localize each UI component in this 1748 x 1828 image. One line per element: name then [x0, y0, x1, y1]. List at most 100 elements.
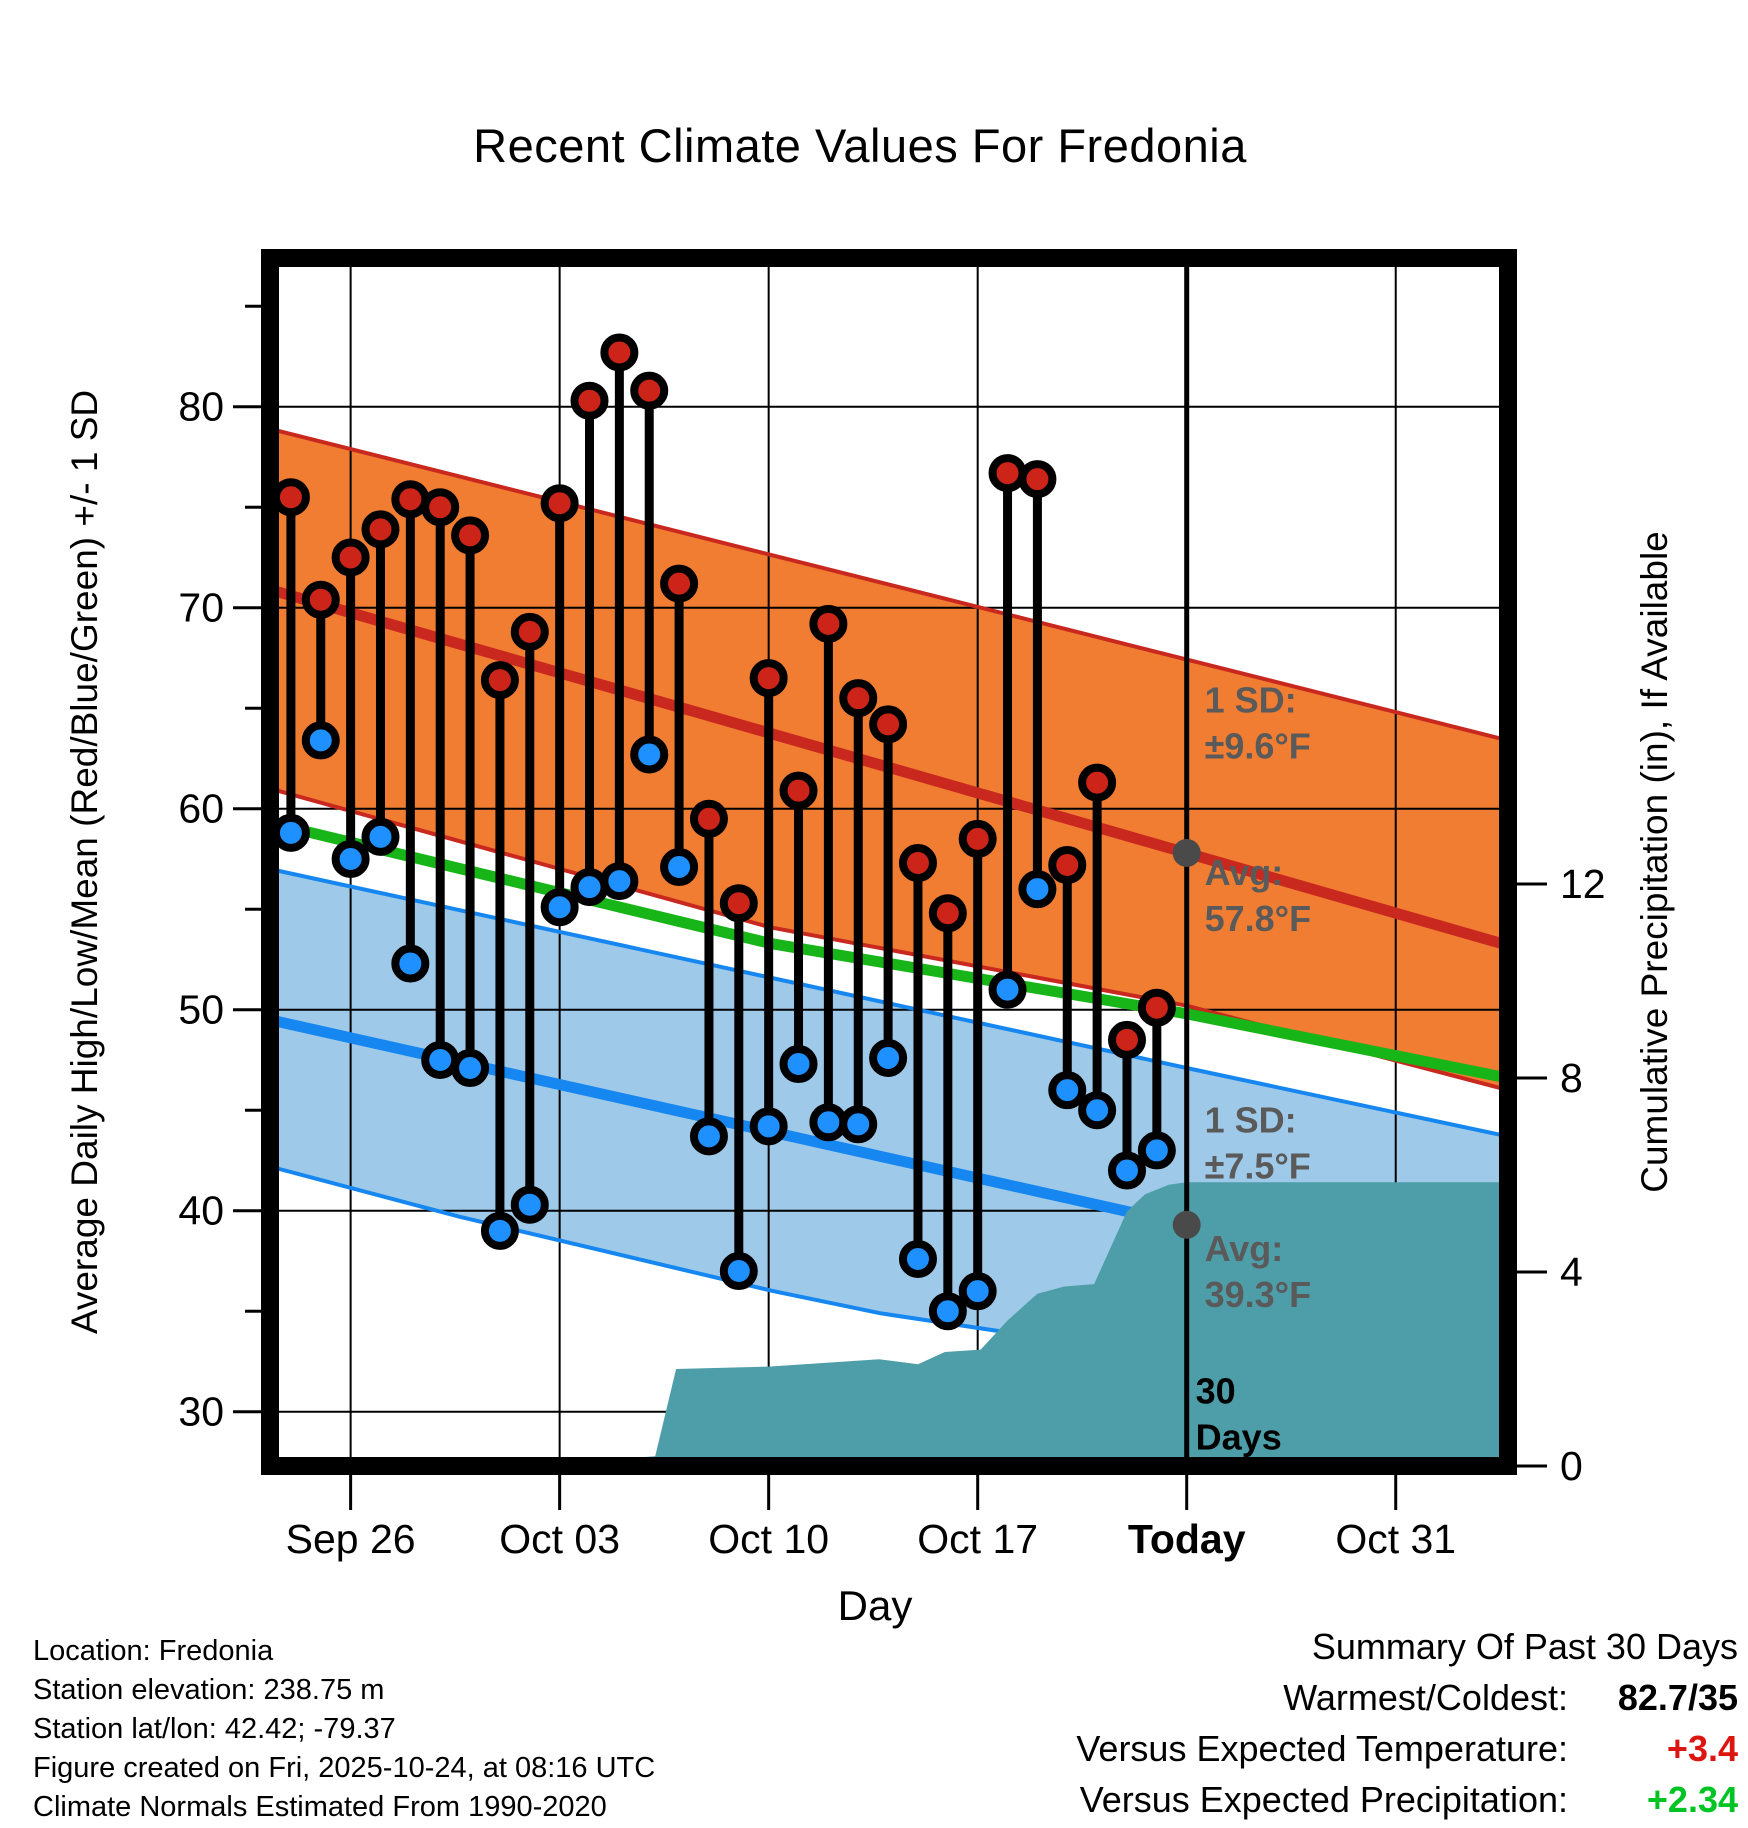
daily-high-dot	[271, 478, 310, 517]
summary-row-vs-temperature: Versus Expected Temperature: +3.4	[1076, 1723, 1738, 1774]
daily-low-dot	[958, 1272, 997, 1311]
climate-normals-note: Climate Normals Estimated From 1990-2020	[33, 1791, 607, 1823]
summary-row-warmest-coldest: Warmest/Coldest: 82.7/35	[1076, 1672, 1738, 1723]
summary-panel: Summary Of Past 30 Days Warmest/Coldest:…	[1076, 1622, 1738, 1825]
summary-label: Versus Expected Temperature:	[1076, 1728, 1568, 1769]
plot-annotation: 1 SD:	[1205, 1099, 1297, 1140]
daily-high-dot	[480, 661, 519, 700]
daily-low-dot	[928, 1292, 967, 1331]
x-tick-label: Today	[1128, 1516, 1246, 1562]
y-right-tick-label: 8	[1560, 1055, 1583, 1101]
y-left-tick-label: 70	[178, 585, 224, 631]
daily-high-dot	[660, 564, 699, 603]
average-marker-dot	[1172, 1210, 1201, 1239]
daily-high-dot	[540, 484, 579, 523]
daily-high-dot	[451, 516, 490, 555]
plot-frame	[261, 249, 1517, 1475]
x-tick-label: Oct 17	[917, 1516, 1038, 1562]
daily-high-dot	[1078, 763, 1117, 802]
plot-annotation: 1 SD:	[1205, 679, 1297, 720]
daily-high-dot	[779, 771, 818, 810]
figure-created: Figure created on Fri, 2025-10-24, at 08…	[33, 1752, 656, 1784]
x-tick-label: Sep 26	[286, 1516, 416, 1562]
daily-low-dot	[809, 1103, 848, 1142]
daily-high-dot	[570, 381, 609, 420]
daily-high-dot	[988, 454, 1027, 493]
summary-value: 82.7/35	[1617, 1677, 1738, 1718]
daily-high-dot	[630, 371, 669, 410]
summary-label: Warmest/Coldest:	[1283, 1677, 1568, 1718]
plot-annotation: Days	[1196, 1417, 1282, 1458]
y-right-tick-label: 12	[1560, 861, 1606, 907]
x-tick-label: Oct 03	[499, 1516, 620, 1562]
daily-low-dot	[779, 1045, 818, 1084]
daily-low-dot	[630, 735, 669, 774]
average-marker-dot	[1172, 838, 1201, 867]
summary-value: +3.4	[1666, 1728, 1738, 1769]
daily-high-dot	[719, 884, 758, 923]
daily-high-dot	[301, 580, 340, 619]
summary-value: +2.34	[1646, 1779, 1738, 1820]
daily-high-dot	[928, 894, 967, 933]
y-right-tick-label: 0	[1560, 1443, 1583, 1489]
daily-low-dot	[480, 1211, 519, 1250]
daily-low-dot	[660, 848, 699, 887]
daily-high-dot	[749, 659, 788, 698]
station-location: Location: Fredonia	[33, 1635, 274, 1667]
daily-low-dot	[689, 1117, 728, 1156]
plot-annotation: ±7.5°F	[1205, 1145, 1311, 1186]
x-tick-label: Oct 10	[708, 1516, 829, 1562]
y-axis-right-label: Cumulative Precipitation (in), If Availa…	[1634, 531, 1675, 1193]
daily-high-dot	[391, 480, 430, 519]
daily-low-dot	[451, 1049, 490, 1088]
daily-low-dot	[898, 1239, 937, 1278]
daily-high-dot	[869, 705, 908, 744]
plot-annotation: 57.8°F	[1205, 898, 1311, 939]
daily-low-dot	[331, 839, 370, 878]
daily-low-dot	[600, 862, 639, 901]
daily-high-dot	[361, 510, 400, 549]
daily-low-dot	[749, 1107, 788, 1146]
y-right-tick-label: 4	[1560, 1249, 1583, 1295]
daily-high-dot	[331, 538, 370, 577]
chart-title: Recent Climate Values For Fredonia	[473, 119, 1247, 172]
plot-annotation: 30	[1196, 1371, 1236, 1412]
daily-low-dot	[361, 817, 400, 856]
daily-high-dot	[898, 844, 937, 883]
daily-low-dot	[988, 970, 1027, 1009]
daily-high-dot	[600, 333, 639, 372]
high-band-top-edge	[269, 426, 1509, 743]
plot-annotation: 39.3°F	[1205, 1274, 1311, 1315]
y-left-tick-label: 60	[178, 786, 224, 832]
daily-low-dot	[510, 1185, 549, 1224]
summary-heading: Summary Of Past 30 Days	[1311, 1626, 1738, 1667]
daily-high-dot	[958, 819, 997, 858]
daily-low-dot	[271, 813, 310, 852]
daily-high-dot	[689, 799, 728, 838]
daily-low-dot	[869, 1038, 908, 1077]
daily-high-dot	[1018, 460, 1057, 499]
daily-low-dot	[1048, 1071, 1087, 1110]
daily-low-dot	[570, 868, 609, 907]
daily-low-dot	[1137, 1131, 1176, 1170]
daily-low-dot	[391, 944, 430, 983]
plot-annotation: ±9.6°F	[1205, 725, 1311, 766]
y-left-tick-label: 80	[178, 384, 224, 430]
daily-high-dot	[1048, 846, 1087, 885]
daily-high-dot	[809, 604, 848, 643]
summary-label: Versus Expected Precipitation:	[1079, 1779, 1568, 1820]
y-left-tick-label: 30	[178, 1389, 224, 1435]
plot-annotation: Avg:	[1205, 1228, 1284, 1269]
cumulative-precipitation-area	[270, 1182, 1508, 1466]
daily-low-dot	[301, 721, 340, 760]
daily-low-dot	[540, 888, 579, 927]
station-latlon: Station lat/lon: 42.42; -79.37	[33, 1713, 396, 1745]
daily-high-dot	[1107, 1020, 1146, 1059]
daily-low-dot	[839, 1105, 878, 1144]
y-axis-left-label: Average Daily High/Low/Mean (Red/Blue/Gr…	[64, 389, 105, 1335]
daily-low-dot	[719, 1252, 758, 1291]
daily-high-dot	[510, 612, 549, 651]
station-elevation: Station elevation: 238.75 m	[33, 1674, 385, 1706]
